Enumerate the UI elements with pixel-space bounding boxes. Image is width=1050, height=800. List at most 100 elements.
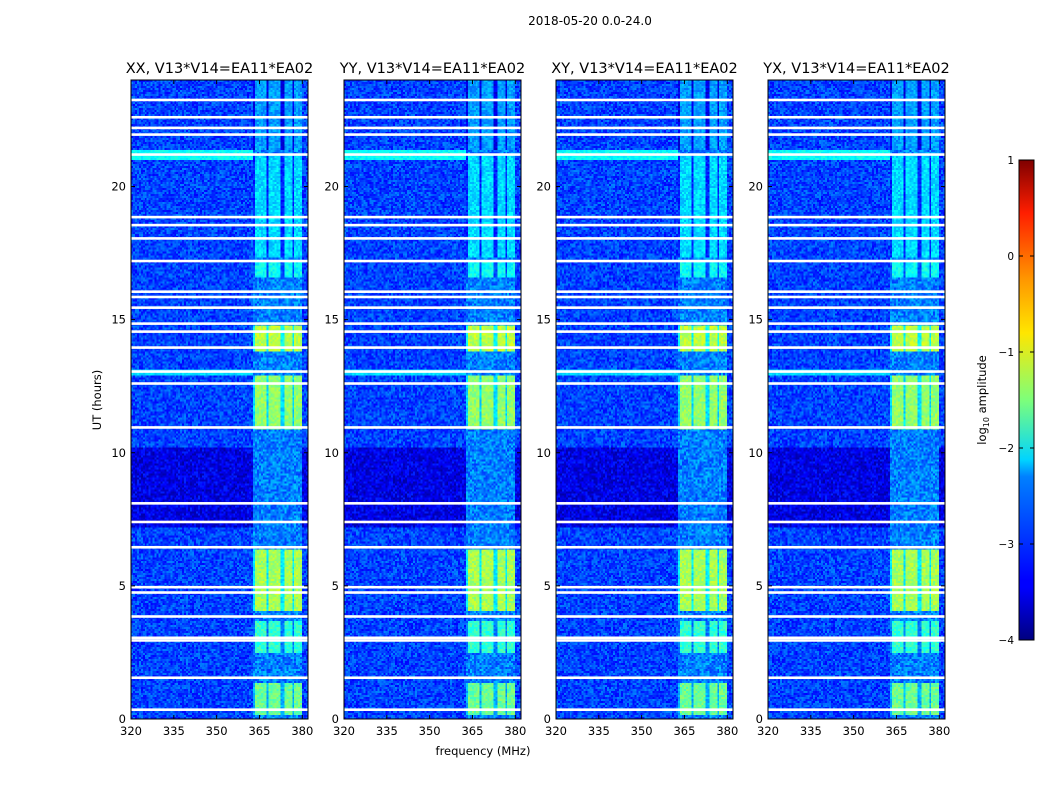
flagged-row	[556, 545, 733, 549]
flagged-row	[768, 322, 945, 325]
y-axis-label: UT (hours)	[90, 370, 104, 430]
x-tick-label: 320	[120, 724, 142, 738]
x-tick-label: 320	[545, 724, 567, 738]
flagged-row	[344, 639, 521, 642]
flagged-row	[768, 615, 945, 618]
colorbar-tick-label: 1	[1007, 155, 1014, 167]
flagged-row	[556, 591, 733, 594]
flagged-row	[131, 676, 308, 680]
x-tick-label: 380	[291, 724, 313, 738]
panel-title: XY, V13*V14=EA11*EA02	[551, 61, 737, 77]
flagged-row	[556, 520, 733, 524]
flagged-row	[768, 237, 945, 240]
flagged-row	[344, 98, 521, 102]
flagged-row	[556, 636, 733, 640]
flagged-row	[556, 330, 733, 333]
flagged-row	[131, 133, 308, 136]
flagged-row	[131, 295, 308, 299]
flagged-row	[556, 676, 733, 680]
y-tick-label: 10	[111, 446, 126, 460]
spectrogram-image	[344, 80, 521, 719]
colorbar-tick-label: −3	[999, 539, 1014, 551]
x-axis-label: frequency (MHz)	[436, 744, 531, 758]
flagged-row	[131, 591, 308, 594]
flagged-row	[131, 708, 308, 711]
flagged-row	[344, 215, 521, 219]
y-tick-label: 20	[748, 180, 763, 194]
y-tick-label: 5	[332, 579, 339, 593]
x-tick-label: 365	[673, 724, 695, 738]
flagged-row	[768, 98, 945, 102]
flagged-row	[768, 636, 945, 640]
colorbar-tick-label: 0	[1007, 251, 1014, 263]
flagged-row	[768, 346, 945, 349]
panel-1: YY, V13*V14=EA11*EA02 320 335 350 365 380 0 5 10…	[324, 61, 526, 738]
flagged-row	[131, 290, 308, 293]
flagged-row	[344, 708, 521, 711]
flagged-row	[344, 259, 521, 263]
flagged-row	[344, 636, 521, 640]
flagged-row	[344, 133, 521, 136]
x-tick-label: 365	[461, 724, 483, 738]
panel-2: XY, V13*V14=EA11*EA02 320 335 350 365 380 0 5 10…	[536, 61, 738, 738]
flagged-row	[768, 639, 945, 642]
y-tick-label: 10	[324, 446, 339, 460]
y-tick-label: 0	[332, 712, 339, 726]
x-tick-label: 335	[163, 724, 185, 738]
flagged-row	[768, 426, 945, 429]
x-tick-label: 365	[248, 724, 270, 738]
y-tick-label: 10	[536, 446, 551, 460]
x-tick-label: 350	[631, 724, 653, 738]
flagged-row	[344, 223, 521, 227]
colorbar-label: log10 amplitude	[975, 355, 991, 445]
x-tick-label: 320	[757, 724, 779, 738]
flagged-row	[556, 215, 733, 219]
colorbar-tick-label: −1	[999, 347, 1014, 359]
flagged-row	[768, 295, 945, 299]
flagged-row	[131, 259, 308, 263]
flagged-row	[768, 306, 945, 309]
panel-frame	[767, 79, 946, 720]
flagged-row	[556, 306, 733, 309]
panel-frame	[555, 79, 734, 720]
flagged-row	[768, 223, 945, 227]
spectrogram-image	[131, 80, 308, 719]
flagged-row	[344, 615, 521, 618]
flagged-row	[344, 330, 521, 333]
flagged-row	[131, 639, 308, 642]
y-tick-label: 0	[756, 712, 763, 726]
flagged-row	[768, 133, 945, 136]
flagged-row	[556, 98, 733, 102]
flagged-row	[131, 370, 308, 373]
y-tick-label: 5	[544, 579, 551, 593]
flagged-row	[768, 330, 945, 333]
flagged-row	[768, 502, 945, 505]
colorbar-tick-label: −2	[999, 443, 1014, 455]
flagged-row	[556, 133, 733, 136]
flagged-row	[131, 636, 308, 640]
flagged-row	[344, 382, 521, 385]
flagged-row	[344, 370, 521, 373]
flagged-row	[131, 237, 308, 240]
flagged-row	[131, 153, 308, 156]
y-tick-label: 20	[111, 180, 126, 194]
y-tick-label: 15	[536, 313, 551, 327]
flagged-row	[131, 223, 308, 227]
flagged-row	[344, 295, 521, 299]
flagged-row	[768, 153, 945, 156]
flagged-row	[131, 322, 308, 325]
flagged-row	[344, 591, 521, 594]
flagged-row	[556, 346, 733, 349]
flagged-row	[556, 290, 733, 293]
flagged-row	[344, 115, 521, 119]
y-tick-label: 0	[119, 712, 126, 726]
flagged-row	[131, 330, 308, 333]
colorbar-gradient	[1018, 159, 1035, 641]
colorbar-tick-label: −4	[999, 635, 1015, 647]
figure-title: 2018-05-20 0.0-24.0	[528, 14, 652, 28]
flagged-row	[768, 215, 945, 219]
panel-frame	[130, 79, 309, 720]
flagged-row	[556, 259, 733, 263]
flagged-row	[556, 126, 733, 130]
